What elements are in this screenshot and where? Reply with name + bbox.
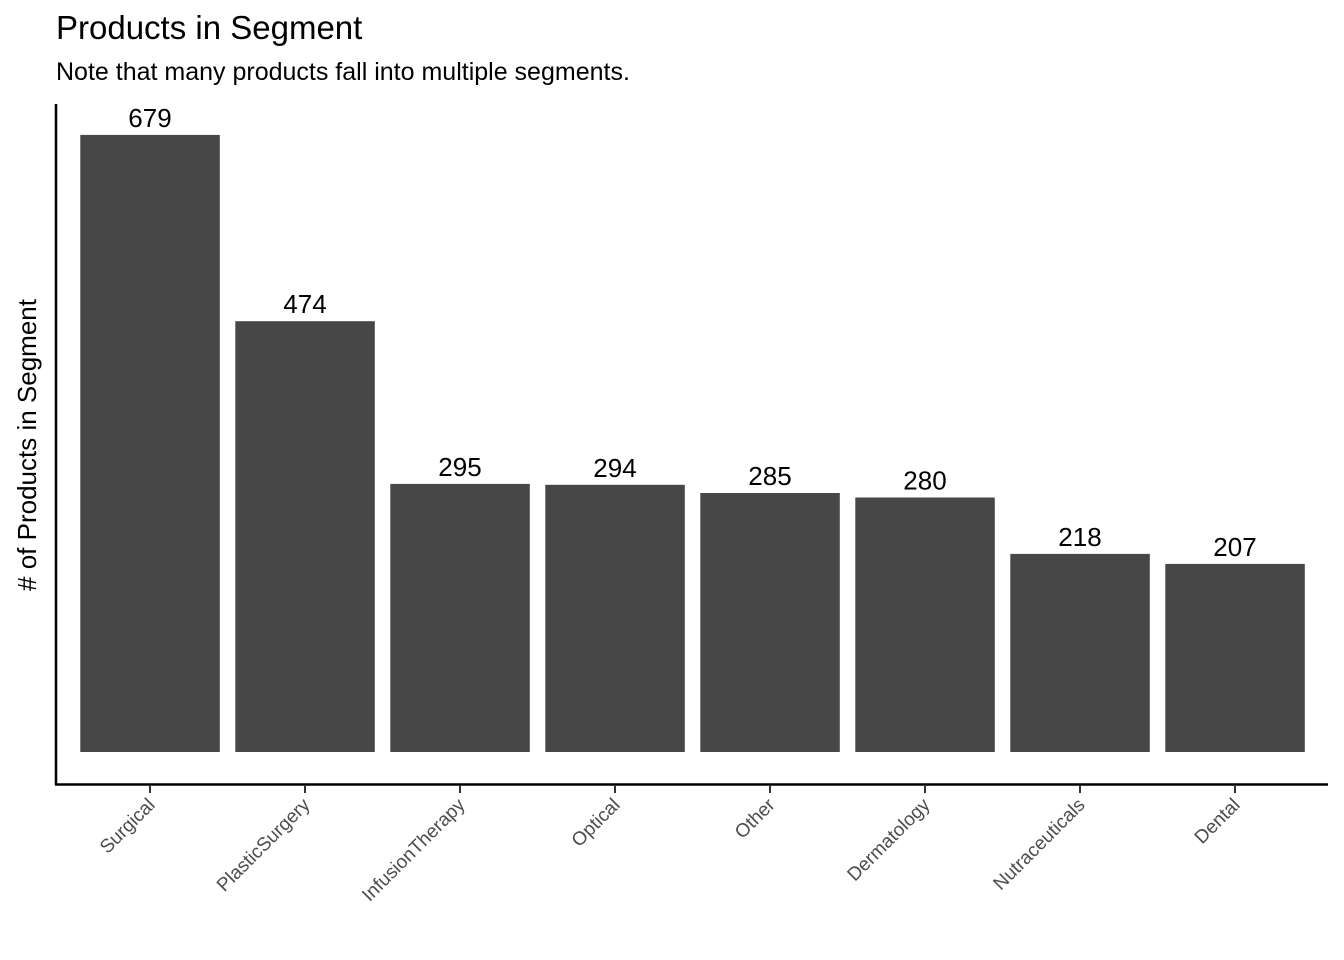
bar-infusiontherapy	[390, 483, 530, 752]
x-tick-label-dermatology: Dermatology	[844, 794, 935, 885]
x-tick-label-plasticsurgery: PlasticSurgery	[213, 794, 315, 896]
data-label-nutraceuticals: 218	[1058, 522, 1101, 552]
data-label-dental: 207	[1213, 532, 1256, 562]
data-label-plasticsurgery: 474	[283, 289, 326, 319]
data-labels-group: 679 474 295 294 285 280 218 207	[128, 103, 1256, 562]
bar-plasticsurgery	[235, 321, 375, 752]
bar-nutraceuticals	[1010, 553, 1150, 752]
data-label-optical: 294	[593, 453, 636, 483]
y-axis-label: # of Products in Segment	[12, 298, 42, 591]
x-tick-label-surgical: Surgical	[96, 795, 159, 858]
data-label-dermatology: 280	[903, 466, 946, 496]
bars-group	[80, 134, 1305, 752]
x-tick-label-nutraceuticals: Nutraceuticals	[990, 795, 1090, 895]
data-label-infusiontherapy: 295	[438, 452, 481, 482]
bar-optical	[545, 484, 685, 752]
x-tick-label-dental: Dental	[1191, 795, 1245, 849]
bar-other	[700, 493, 840, 752]
data-label-surgical: 679	[128, 103, 171, 133]
bar-dermatology	[855, 497, 995, 752]
chart-subtitle: Note that many products fall into multip…	[56, 58, 630, 86]
x-tick-labels-group: Surgical PlasticSurgery InfusionTherapy Opt…	[96, 794, 1244, 906]
x-tick-label-optical: Optical	[568, 795, 625, 852]
x-tick-label-infusiontherapy: InfusionTherapy	[358, 794, 470, 906]
chart-title: Products in Segment	[56, 9, 363, 46]
x-ticks-group	[149, 785, 1236, 793]
x-tick-label-other: Other	[731, 794, 780, 843]
data-label-other: 285	[748, 461, 791, 491]
bar-surgical	[80, 134, 220, 752]
bar-dental	[1165, 563, 1305, 752]
